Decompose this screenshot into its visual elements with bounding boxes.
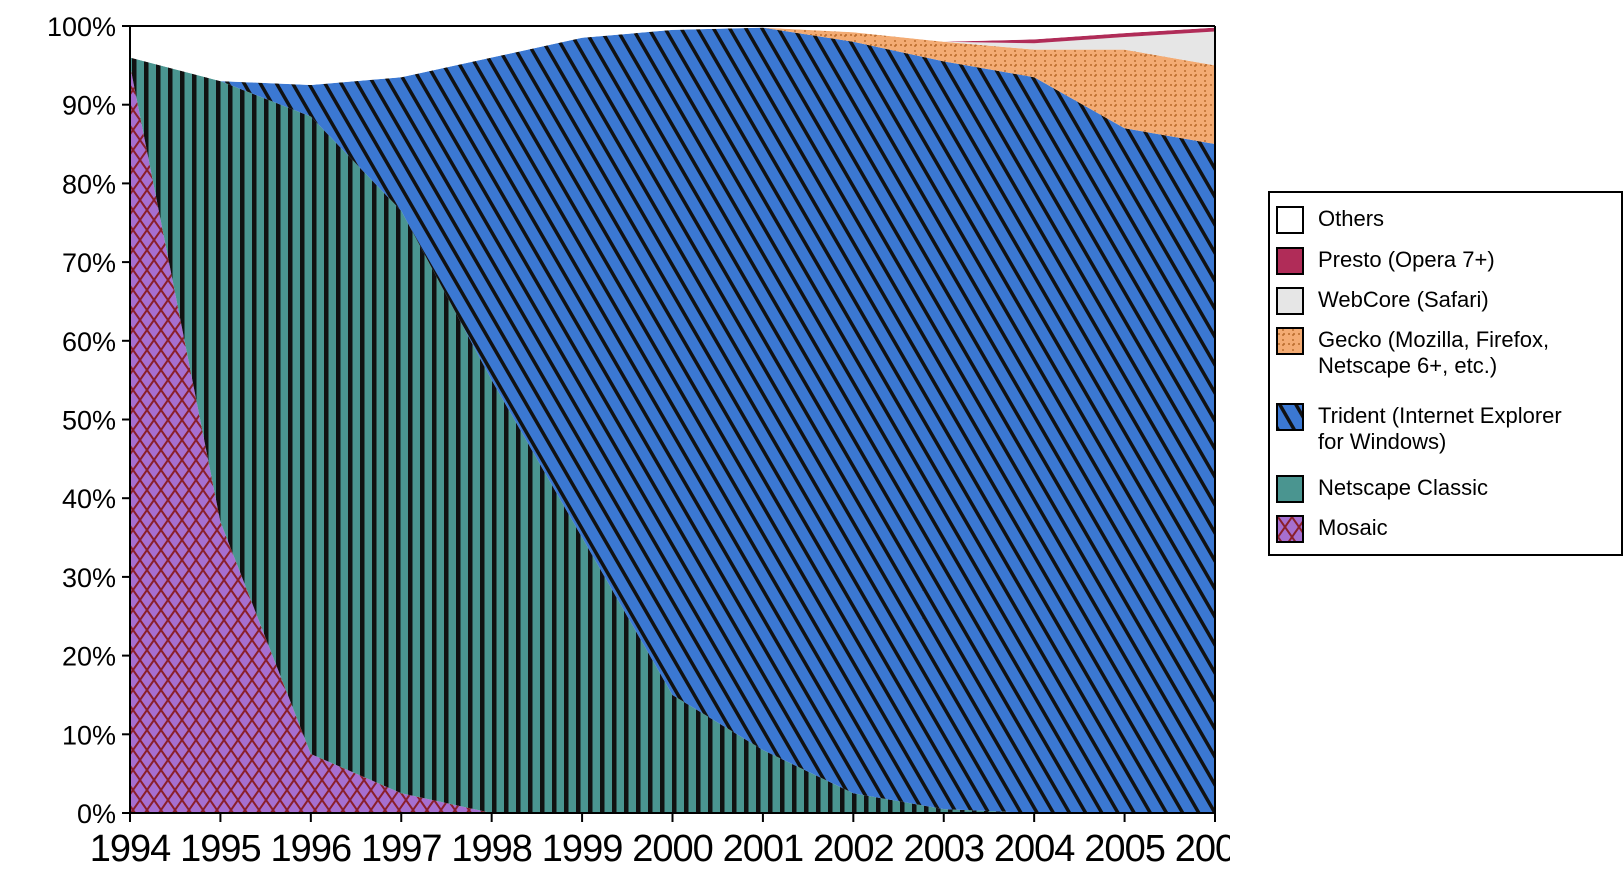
legend-swatch-gecko — [1276, 327, 1304, 355]
x-tick-label: 1998 — [451, 828, 532, 869]
y-tick-label: 30% — [62, 563, 116, 593]
x-tick-label: 2003 — [903, 828, 984, 869]
legend-label-gecko: Gecko (Mozilla, Firefox, Netscape 6+, et… — [1318, 327, 1550, 378]
legend: Others Presto (Opera 7+) WebCore (Safari… — [1268, 191, 1623, 556]
y-tick-label: 40% — [62, 484, 116, 514]
x-tick-label: 1995 — [180, 828, 261, 869]
y-tick-label: 100% — [47, 12, 116, 42]
area-others — [130, 26, 1215, 85]
legend-label-webcore: WebCore (Safari) — [1318, 287, 1489, 312]
legend-swatch-presto — [1276, 247, 1304, 275]
y-tick-label: 0% — [77, 799, 116, 829]
legend-item-trident: Trident (Internet Explorer for Windows) — [1276, 403, 1562, 455]
legend-label-netscape: Netscape Classic — [1318, 475, 1488, 500]
x-tick-label: 2005 — [1084, 828, 1165, 869]
area-trident-internet-explorer-for-windows — [130, 27, 1215, 814]
x-tick-label: 1994 — [90, 828, 171, 869]
legend-item-others: Others — [1276, 206, 1384, 234]
y-tick-label: 20% — [62, 642, 116, 672]
area-mosaic — [130, 65, 1215, 813]
legend-swatch-others — [1276, 206, 1304, 234]
legend-label-others: Others — [1318, 206, 1385, 231]
y-tick-label: 90% — [62, 91, 116, 121]
x-tick-label: 2004 — [994, 828, 1075, 869]
legend-label-mosaic: Mosaic — [1318, 515, 1388, 540]
y-tick-label: 10% — [62, 720, 116, 750]
legend-item-webcore: WebCore (Safari) — [1276, 287, 1489, 315]
legend-item-netscape: Netscape Classic — [1276, 475, 1488, 503]
y-tick-label: 80% — [62, 169, 116, 199]
legend-item-gecko: Gecko (Mozilla, Firefox, Netscape 6+, et… — [1276, 327, 1549, 379]
area-netscape-classic — [130, 57, 1215, 813]
y-tick-label: 60% — [62, 327, 116, 357]
x-tick-label: 1999 — [542, 828, 623, 869]
legend-swatch-trident — [1276, 403, 1304, 431]
area-gecko-mozilla-firefox-netscape-6-etc — [130, 27, 1215, 145]
y-tick-label: 50% — [62, 406, 116, 436]
legend-item-presto: Presto (Opera 7+) — [1276, 247, 1495, 275]
legend-label-trident: Trident (Internet Explorer for Windows) — [1318, 403, 1562, 454]
x-tick-label: 2000 — [632, 828, 713, 869]
y-tick-label: 70% — [62, 248, 116, 278]
x-tick-label: 2006 — [1175, 828, 1230, 869]
legend-swatch-netscape — [1276, 475, 1304, 503]
legend-swatch-mosaic — [1276, 515, 1304, 543]
legend-label-presto: Presto (Opera 7+) — [1318, 247, 1495, 272]
legend-swatch-webcore — [1276, 287, 1304, 315]
x-tick-label: 2001 — [723, 828, 804, 869]
legend-item-mosaic: Mosaic — [1276, 515, 1388, 543]
stacked-area-chart: 0%10%20%30%40%50%60%70%80%90%100% 1994 19… — [47, 12, 1230, 869]
x-tick-label: 2002 — [813, 828, 894, 869]
x-tick-label: 1997 — [361, 828, 442, 869]
x-tick-label: 1996 — [271, 828, 352, 869]
